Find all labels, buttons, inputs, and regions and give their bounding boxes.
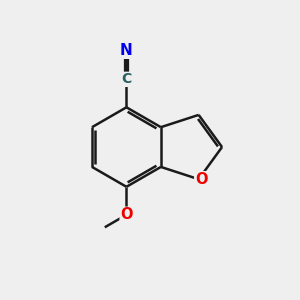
- Text: O: O: [195, 172, 207, 187]
- Text: O: O: [120, 207, 133, 222]
- Text: C: C: [121, 72, 132, 86]
- Text: N: N: [120, 43, 133, 58]
